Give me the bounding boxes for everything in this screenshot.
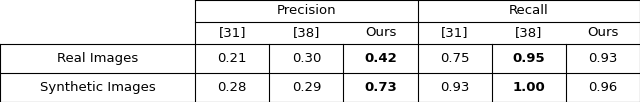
Text: 0.96: 0.96 bbox=[588, 81, 618, 94]
Text: Ours: Ours bbox=[365, 27, 396, 39]
Text: Recall: Recall bbox=[509, 4, 548, 18]
Text: 0.93: 0.93 bbox=[588, 52, 618, 65]
Text: [38]: [38] bbox=[515, 27, 543, 39]
Text: 0.95: 0.95 bbox=[513, 52, 545, 65]
Text: 0.73: 0.73 bbox=[364, 81, 397, 94]
Text: 0.75: 0.75 bbox=[440, 52, 469, 65]
Text: Precision: Precision bbox=[276, 4, 336, 18]
Text: [31]: [31] bbox=[218, 27, 246, 39]
Text: 0.42: 0.42 bbox=[364, 52, 397, 65]
Text: 0.28: 0.28 bbox=[218, 81, 247, 94]
Text: 0.30: 0.30 bbox=[292, 52, 321, 65]
Text: 1.00: 1.00 bbox=[513, 81, 545, 94]
Text: Synthetic Images: Synthetic Images bbox=[40, 81, 156, 94]
Text: 0.29: 0.29 bbox=[292, 81, 321, 94]
Text: 0.93: 0.93 bbox=[440, 81, 469, 94]
Text: 0.21: 0.21 bbox=[218, 52, 247, 65]
Text: [38]: [38] bbox=[292, 27, 320, 39]
Text: [31]: [31] bbox=[441, 27, 468, 39]
Text: Ours: Ours bbox=[588, 27, 619, 39]
Text: Real Images: Real Images bbox=[57, 52, 138, 65]
